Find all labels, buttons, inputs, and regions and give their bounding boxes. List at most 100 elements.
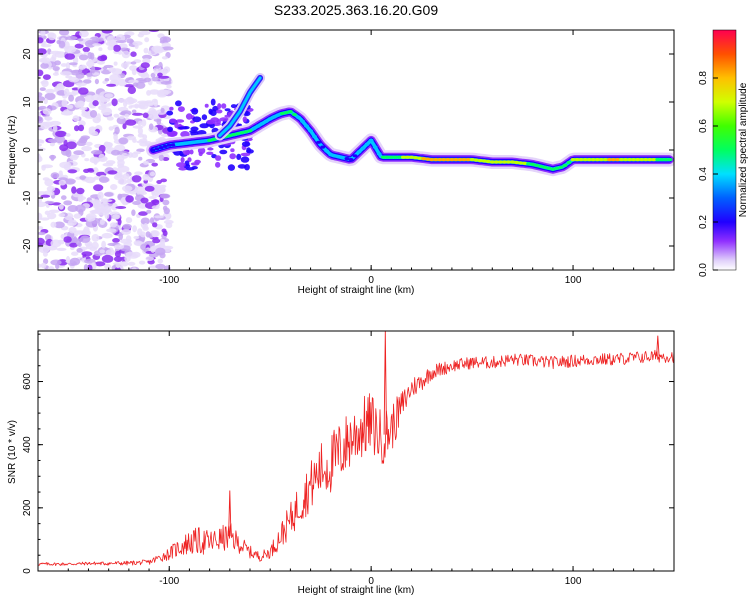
ridge-core <box>292 112 297 117</box>
noise-speckle <box>59 144 69 152</box>
noise-speckle <box>87 52 93 59</box>
noise-speckle <box>67 205 79 212</box>
noise-speckle <box>134 186 147 194</box>
noise-speckle <box>148 253 159 258</box>
ridge-core <box>441 158 447 162</box>
noise-speckle <box>117 78 127 87</box>
noise-speckle <box>93 184 104 192</box>
ridge-core <box>502 160 507 164</box>
ridge-core <box>187 141 192 145</box>
noise-speckle <box>101 198 108 204</box>
noise-speckle <box>63 200 73 206</box>
noise-speckle <box>114 250 121 258</box>
noise-speckle <box>92 43 102 47</box>
noise-speckle <box>81 145 92 152</box>
noise-speckle <box>113 113 120 118</box>
ridge-core <box>158 146 164 150</box>
noise-speckle <box>115 34 126 42</box>
ridge-core <box>384 155 390 159</box>
ridge-core <box>211 137 217 141</box>
noise-speckle <box>113 44 121 52</box>
ridge-core <box>170 143 176 147</box>
noise-speckle <box>140 72 150 79</box>
noise-speckle <box>52 125 58 132</box>
noise-speckle <box>117 193 123 201</box>
noise-speckle <box>46 185 56 192</box>
ridge-core <box>352 154 358 158</box>
noise-speckle <box>150 72 156 78</box>
noise-speckle <box>82 79 92 84</box>
transition-speckle <box>167 126 174 132</box>
noise-speckle <box>102 162 114 167</box>
ridge-core <box>485 159 491 164</box>
noise-speckle <box>151 76 161 82</box>
x-tick-label: 100 <box>565 576 582 587</box>
y-tick-label: 400 <box>22 436 33 453</box>
noise-speckle <box>137 100 149 105</box>
transition-speckle <box>194 159 201 164</box>
noise-speckle <box>98 105 107 111</box>
noise-speckle <box>159 184 167 188</box>
noise-speckle <box>142 54 152 60</box>
transition-speckle <box>175 119 185 123</box>
ridge-core <box>344 157 350 161</box>
noise-speckle <box>38 226 44 230</box>
noise-speckle <box>106 35 117 44</box>
ridge-core <box>401 155 406 159</box>
noise-speckle <box>79 235 91 243</box>
noise-speckle <box>160 186 166 193</box>
ridge-core <box>574 158 580 162</box>
noise-speckle <box>106 116 114 121</box>
noise-speckle <box>38 69 44 77</box>
noise-speckle <box>142 174 149 181</box>
noise-speckle <box>160 107 165 113</box>
noise-speckle <box>137 127 143 135</box>
transition-speckle <box>219 117 230 122</box>
noise-speckle <box>150 246 156 253</box>
noise-speckle <box>77 242 82 248</box>
colorbar-tick-label: 0.8 <box>698 71 709 85</box>
ridge-core <box>534 163 540 167</box>
noise-speckle <box>151 230 159 238</box>
noise-speckle <box>107 170 118 175</box>
noise-speckle <box>121 185 133 192</box>
noise-speckle <box>112 238 120 243</box>
transition-speckle <box>219 149 228 155</box>
colorbar-gradient <box>712 29 737 271</box>
noise-speckle <box>162 205 168 211</box>
noise-speckle <box>64 178 76 185</box>
noise-speckle <box>50 154 55 161</box>
ridge-core <box>619 158 624 162</box>
ridge-core <box>489 160 495 164</box>
noise-speckle <box>114 267 121 270</box>
noise-speckle <box>41 57 51 64</box>
spectrogram-x-ticks: -100 0 100 <box>67 30 675 286</box>
noise-speckle <box>99 98 105 106</box>
ridge-core <box>457 158 463 162</box>
transition-speckle <box>177 126 188 130</box>
noise-speckle <box>132 82 139 87</box>
transition-speckle <box>236 153 242 160</box>
snr-x-ticks: -100 0 100 <box>67 331 675 587</box>
ridge-core <box>538 164 544 168</box>
ridge-core <box>251 126 257 130</box>
noise-speckle <box>88 126 97 132</box>
snr-frame <box>37 330 675 572</box>
ridge-core <box>328 153 334 157</box>
noise-speckle <box>42 108 52 115</box>
ridge-core <box>259 122 265 126</box>
noise-speckle <box>84 94 94 103</box>
noise-speckle <box>38 111 42 117</box>
noise-speckle <box>38 139 44 144</box>
transition-speckle <box>168 132 175 137</box>
noise-speckle <box>122 173 130 180</box>
noise-speckle <box>166 84 172 89</box>
noise-speckle <box>134 171 143 176</box>
ridge-core <box>421 157 426 161</box>
noise-speckle <box>94 78 99 85</box>
colorbar: 0.0 0.2 0.4 0.6 0.8 Normalized spectral ampl… <box>698 29 749 277</box>
transition-speckle <box>244 164 250 171</box>
noise-speckle <box>117 218 122 226</box>
transition-speckle <box>198 151 203 157</box>
ridge-core <box>279 111 285 116</box>
